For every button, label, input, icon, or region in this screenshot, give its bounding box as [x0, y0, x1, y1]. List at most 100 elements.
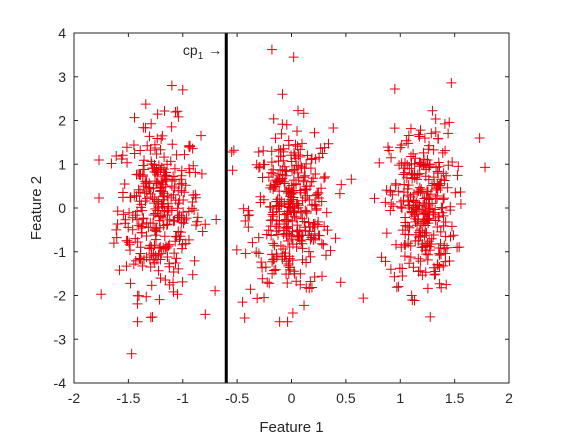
data-point — [309, 199, 320, 210]
x-tick-label: 1.5 — [445, 390, 465, 406]
data-point — [119, 178, 130, 189]
data-point — [188, 160, 199, 171]
data-point — [403, 130, 414, 141]
data-point — [118, 209, 129, 220]
data-point — [135, 187, 146, 198]
data-point — [444, 117, 455, 128]
data-point — [318, 239, 329, 250]
data-point — [281, 269, 292, 280]
data-point — [144, 243, 155, 254]
data-point — [125, 245, 136, 256]
data-point — [136, 221, 147, 232]
data-point — [287, 308, 298, 319]
x-tick-label: -2 — [68, 390, 81, 406]
data-point — [310, 200, 321, 211]
data-point — [144, 131, 155, 142]
data-point — [284, 262, 295, 273]
data-point — [418, 209, 429, 220]
data-point — [287, 165, 298, 176]
data-point — [159, 231, 170, 242]
data-point — [277, 89, 288, 100]
data-point — [122, 235, 133, 246]
data-point — [430, 269, 441, 280]
data-point — [293, 105, 304, 116]
data-point — [428, 172, 439, 183]
data-point — [435, 178, 446, 189]
data-point — [401, 135, 412, 146]
data-point — [152, 133, 163, 144]
data-point — [112, 206, 123, 217]
data-point — [270, 264, 281, 275]
data-point — [133, 290, 144, 301]
y-tick-label: 1 — [58, 156, 66, 172]
data-point — [404, 163, 415, 174]
x-tick-label: -1.5 — [116, 390, 140, 406]
data-point — [440, 145, 451, 156]
data-point — [424, 214, 435, 225]
data-point — [123, 222, 134, 233]
data-point — [169, 174, 180, 185]
data-point — [295, 268, 306, 279]
data-point — [192, 212, 203, 223]
data-point — [314, 152, 325, 163]
data-point — [111, 150, 122, 161]
data-point — [164, 279, 175, 290]
data-point — [266, 146, 277, 157]
data-point — [180, 180, 191, 191]
data-point — [432, 222, 443, 233]
data-point — [167, 139, 178, 150]
data-point — [393, 281, 404, 292]
data-point — [281, 166, 292, 177]
data-point — [266, 230, 277, 241]
data-point — [173, 263, 184, 274]
data-point — [406, 158, 417, 169]
data-point — [130, 233, 141, 244]
data-point — [253, 248, 264, 259]
data-point — [290, 139, 301, 150]
data-point — [382, 142, 393, 153]
data-point — [283, 221, 294, 232]
data-point — [439, 240, 450, 251]
data-point — [330, 233, 341, 244]
y-tick-label: -4 — [54, 375, 67, 391]
data-point — [200, 219, 211, 230]
data-point — [374, 157, 385, 168]
data-point — [396, 140, 407, 151]
data-point — [163, 203, 174, 214]
data-point — [390, 239, 401, 250]
x-axis-label: Feature 1 — [259, 419, 323, 436]
data-point — [436, 202, 447, 213]
data-point — [414, 131, 425, 142]
data-point — [192, 216, 203, 227]
data-point — [176, 243, 187, 254]
data-point — [288, 205, 299, 216]
data-point — [227, 165, 238, 176]
data-point — [301, 206, 312, 217]
data-point — [171, 253, 182, 264]
data-point — [423, 144, 434, 155]
data-point — [420, 171, 431, 182]
data-point — [251, 247, 262, 258]
data-point — [399, 251, 410, 262]
data-point — [145, 218, 156, 229]
data-point — [238, 203, 249, 214]
data-point — [409, 172, 420, 183]
data-point — [173, 226, 184, 237]
data-point — [386, 198, 397, 209]
data-point — [414, 182, 425, 193]
x-tick-label: 0 — [288, 390, 296, 406]
data-point — [448, 230, 459, 241]
data-point — [474, 133, 485, 143]
data-point — [117, 150, 128, 161]
data-point — [244, 210, 255, 221]
data-point — [135, 254, 146, 265]
data-point — [302, 190, 313, 201]
data-point — [412, 187, 423, 198]
data-point — [404, 258, 415, 269]
data-point — [418, 160, 429, 171]
data-point — [148, 210, 159, 221]
data-point — [299, 216, 310, 227]
data-point — [150, 250, 161, 261]
